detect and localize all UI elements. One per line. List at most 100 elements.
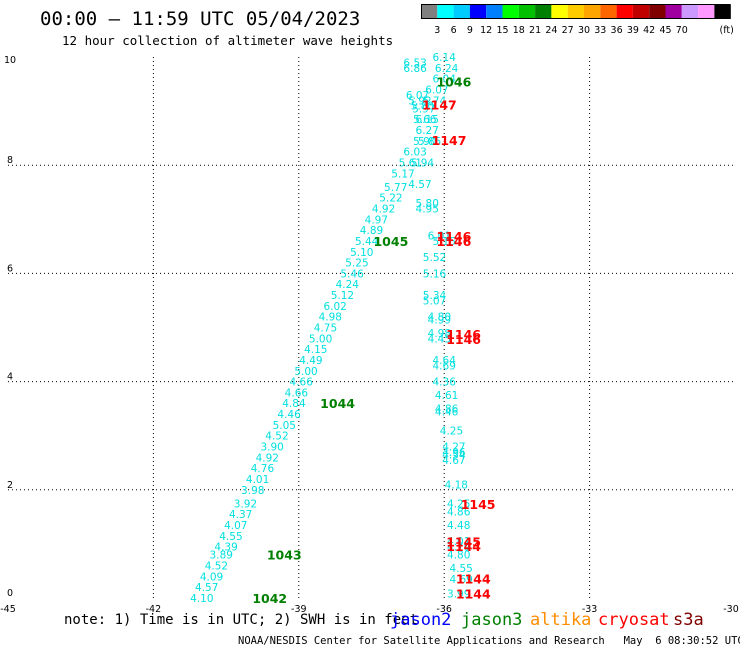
scale-swatch [649,5,666,19]
scale-swatch [551,5,568,19]
scale-tick-label: 15 [496,25,508,36]
scale-tick-label: 6 [451,25,457,36]
wave-height-point: 4.99 [428,314,451,326]
y-tick-label: 4 [7,372,13,383]
wave-height-point: 4.15 [304,344,327,356]
wave-height-point: 5.61 [399,157,422,169]
wave-height-point: 4.52 [265,431,288,443]
wave-height-point: 4.69 [433,360,456,372]
wave-height-point: 4.52 [205,561,228,573]
wave-height-point: 4.67 [442,455,465,467]
wave-height-point: 4.64 [433,355,457,367]
wave-height-point: 3.89 [210,550,233,562]
wave-height-point: 5.34 [423,290,447,302]
track-label: 1146 [446,327,481,342]
scale-tick-label: 33 [594,25,606,36]
x-tick-label: -36 [436,604,452,615]
wave-height-point: 5.94 [411,157,435,169]
scale-swatch [584,5,601,19]
scale-tick-label: 18 [513,25,525,36]
wave-height-point: 4.27 [442,442,465,454]
wave-height-point: 6.07 [406,90,429,102]
wave-height-point: 4.98 [428,328,451,340]
scale-swatch [453,5,470,19]
legend-s3a: s3a [673,610,704,630]
scale-swatch [469,5,487,19]
y-tick-label: 0 [7,588,13,599]
wave-height-point: 4.57 [408,179,431,191]
track-label: 1146 [436,234,471,249]
wave-height-point: 4.98 [319,312,342,324]
x-tick-label: -33 [582,604,598,615]
wave-height-point: 4.54 [442,450,466,462]
wave-height-point: 4.96 [442,447,466,459]
chart-subtitle: 12 hour collection of altimeter wave hei… [62,33,394,48]
wave-height-point: 4.69 [449,574,472,586]
wave-height-point: 4.39 [214,542,237,554]
wave-height-point: 5.15 [433,236,456,248]
wave-height-point: 4.18 [445,479,468,491]
track-label: 1144 [446,539,481,554]
wave-height-point: 5.52 [423,252,446,264]
scale-swatch [681,5,699,19]
wave-height-point: 6.03 [403,147,426,159]
wave-height-point: 4.10 [190,593,213,605]
legend-cryosat: cryosat [598,610,670,630]
scale-tick-label: 39 [627,25,639,36]
wave-height-point: 4.66 [285,387,309,399]
wave-height-point: 5.05 [273,420,296,432]
scale-swatch [518,5,536,19]
wave-height-point: 3.99 [447,589,470,601]
wave-height-point: 4.66 [290,377,314,389]
wave-height-point: 5.17 [391,168,414,180]
track-label: 1042 [252,591,287,606]
wave-height-point: 6.86 [403,63,427,75]
wave-height-point: 4.25 [447,498,470,510]
wave-height-point: 4.01 [447,536,470,548]
scale-swatch [600,5,617,19]
wave-height-point: 4.55 [449,563,472,575]
y-tick-label: 8 [7,155,13,166]
x-tick-label: -45 [0,604,16,615]
wave-height-point: 5.80 [411,101,434,113]
wave-height-point: 5.97 [412,103,435,115]
wave-height-point: 4.84 [282,398,306,410]
wave-height-point: 4.61 [435,390,458,402]
wave-height-point: 5.07 [423,295,446,307]
scale-tick-label: 24 [545,25,557,36]
wave-height-point: 5.00 [294,366,317,378]
scale-swatch [437,5,454,19]
track-label: 1046 [436,74,471,89]
track-label: 1147 [432,133,467,148]
wave-height-point: 4.46 [435,406,459,418]
scale-swatch [535,5,552,19]
y-tick-label: 10 [4,55,16,66]
wave-height-point: 6.53 [403,57,426,69]
track-label: 1146 [446,332,481,347]
wave-height-point: 4.09 [200,571,223,583]
wave-height-point: 5.16 [423,268,447,280]
wave-height-point: 4.95 [416,203,439,215]
wave-height-point: 4.25 [440,425,463,437]
scale-swatch [632,5,650,19]
scale-swatch [714,5,731,19]
wave-height-point: 3.92 [234,498,257,510]
wave-height-point: 6.24 [435,63,459,75]
wave-height-point: 6.15 [416,114,439,126]
track-label: 1146 [436,229,471,244]
wave-height-point: 5.74 [423,95,447,107]
scale-tick-label: 27 [562,25,574,36]
page-title: 00:00 – 11:59 UTC 05/04/2023 [40,8,361,30]
wave-height-point: 5.12 [331,290,354,302]
wave-height-point: 4.57 [195,582,218,594]
wave-height-point: 5.25 [345,258,368,270]
x-tick-label: -39 [291,604,307,615]
scale-tick-label: 42 [643,25,655,36]
legend-altika: altika [530,610,592,630]
wave-height-point: 3.90 [260,442,283,454]
wave-height-point: 5.92 [408,95,431,107]
wave-height-point: 4.45 [428,333,451,345]
wave-height-point: 4.92 [372,203,395,215]
color-scale-legend: 3 6 9 12 15 18 21 24 27 30 33 36 39 42 45 70 (ft) [421,4,734,36]
